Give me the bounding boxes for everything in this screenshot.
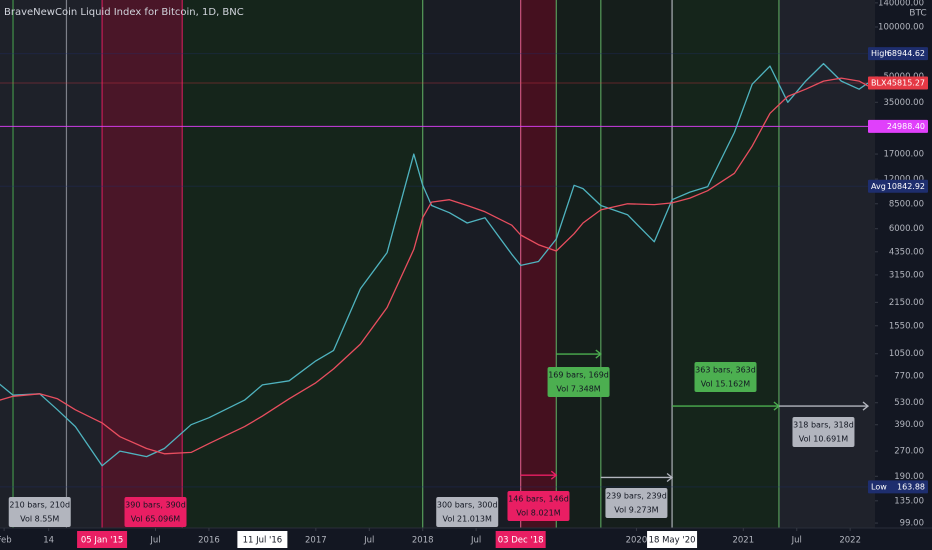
measure-vol: Vol 9.273M	[614, 506, 658, 515]
price-tag	[868, 47, 928, 61]
measure-bars: 390 bars, 390d	[125, 501, 186, 510]
date-flag-label: 11 Jul '16	[243, 536, 283, 546]
y-tick-label: 135.00	[894, 496, 924, 506]
date-flag	[237, 531, 288, 548]
measure-box	[605, 488, 668, 518]
y-tick-label: 6000.00	[889, 224, 924, 234]
price-tag-value: 163.88	[897, 482, 925, 491]
measure-vol: Vol 10.691M	[799, 435, 849, 444]
measure-bars: 210 bars, 210d	[9, 501, 70, 510]
measure-box	[792, 417, 855, 447]
measure-bars: 300 bars, 300d	[437, 501, 498, 510]
price-tag-name: High	[871, 49, 889, 58]
price-tag-value: 10842.92	[887, 182, 925, 191]
y-tick-label: 140000.00	[878, 0, 924, 8]
price-tag-name: BLX	[871, 78, 887, 87]
y-tick-label: 17000.00	[883, 150, 924, 160]
measure-vol: Vol 65.096M	[131, 515, 181, 524]
price-tag-value: 24988.40	[887, 122, 925, 131]
measure-box	[694, 362, 757, 392]
price-tag-value: 45815.27	[887, 78, 925, 87]
x-tick-label: 2020	[626, 536, 648, 546]
y-axis-panel	[875, 0, 932, 550]
price-tag-value: 68944.62	[887, 49, 925, 58]
date-flag-label: 05 Jan '15	[81, 536, 123, 546]
price-tag	[868, 76, 928, 90]
plot-area: 210 bars, 210d Vol 8.55M 390 bars, 390d Vol…	[0, 0, 875, 528]
measure-bars: 318 bars, 318d	[793, 421, 854, 430]
measure-vol: Vol 8.021M	[516, 509, 560, 518]
region	[672, 0, 779, 528]
y-tick-label: 35000.00	[883, 98, 924, 108]
x-tick-label: 2021	[732, 536, 754, 546]
y-tick-label: 8500.00	[889, 199, 924, 209]
y-tick-label: 1550.00	[889, 321, 924, 331]
x-tick-label: Jul	[149, 536, 160, 546]
y-tick-label: 1050.00	[889, 349, 924, 359]
x-tick-label: Feb	[0, 536, 12, 546]
series-line	[0, 77, 869, 455]
arrow-head	[773, 401, 780, 411]
y-tick-label: 530.00	[894, 398, 924, 408]
measure-vol: Vol 15.162M	[701, 380, 751, 389]
region	[556, 0, 673, 528]
x-tick-label: 14	[43, 536, 54, 546]
y-tick-label: 2150.00	[889, 298, 924, 308]
x-axis-panel	[0, 528, 932, 550]
x-tick-label: Jul	[791, 536, 802, 546]
axis-unit: BTC	[909, 9, 926, 19]
region	[422, 0, 521, 528]
measure-box	[8, 497, 71, 527]
price-tag	[868, 480, 928, 494]
y-tick-label: 770.00	[894, 371, 924, 381]
region	[778, 0, 875, 528]
date-flag	[495, 531, 546, 548]
y-tick-label: 12000.00	[883, 175, 924, 185]
y-tick-label: 270.00	[894, 447, 924, 457]
measure-vol: Vol 21.013M	[443, 515, 493, 524]
region	[0, 0, 103, 528]
series-line	[0, 62, 869, 467]
measure-box	[124, 497, 187, 527]
chart-title: BraveNewCoin Liquid Index for Bitcoin, 1…	[4, 7, 244, 18]
date-flag-label: 18 May '20	[649, 536, 696, 546]
region	[102, 0, 183, 528]
measure-bars: 146 bars, 146d	[508, 495, 569, 504]
arrow-head	[666, 472, 674, 482]
measure-box	[507, 491, 570, 521]
x-tick-label: 2016	[198, 536, 220, 546]
y-tick-label: 390.00	[894, 420, 924, 430]
date-flag	[77, 531, 128, 548]
x-tick-label: Jul	[470, 536, 481, 546]
x-tick-label: 2017	[305, 536, 327, 546]
price-tag-name: Low	[871, 482, 887, 491]
measure-box	[547, 367, 610, 397]
price-tag	[868, 119, 928, 133]
y-tick-label: 190.00	[894, 472, 924, 482]
region	[182, 0, 423, 528]
y-tick-label: 4350.00	[889, 247, 924, 257]
x-tick-label: 2018	[412, 536, 434, 546]
y-tick-label: 99.00	[900, 519, 924, 529]
date-flag-label: 03 Dec '18	[498, 536, 544, 546]
x-tick-label: 2022	[839, 536, 861, 546]
measure-vol: Vol 7.348M	[556, 385, 600, 394]
date-flag	[647, 531, 698, 548]
x-tick-label: Jul	[363, 536, 374, 546]
price-tag-name: Avg	[871, 182, 886, 191]
arrow-head	[862, 401, 870, 411]
arrow-head	[550, 470, 558, 480]
measure-bars: 363 bars, 363d	[695, 366, 756, 375]
arrow-head	[595, 349, 602, 359]
measure-vol: Vol 8.55M	[20, 515, 59, 524]
y-tick-label: 100000.00	[878, 22, 924, 32]
measure-box	[436, 497, 499, 527]
y-tick-label: 3150.00	[889, 270, 924, 280]
measure-bars: 239 bars, 239d	[606, 492, 667, 501]
price-tag	[868, 179, 928, 193]
measure-bars: 169 bars, 169d	[548, 371, 609, 380]
